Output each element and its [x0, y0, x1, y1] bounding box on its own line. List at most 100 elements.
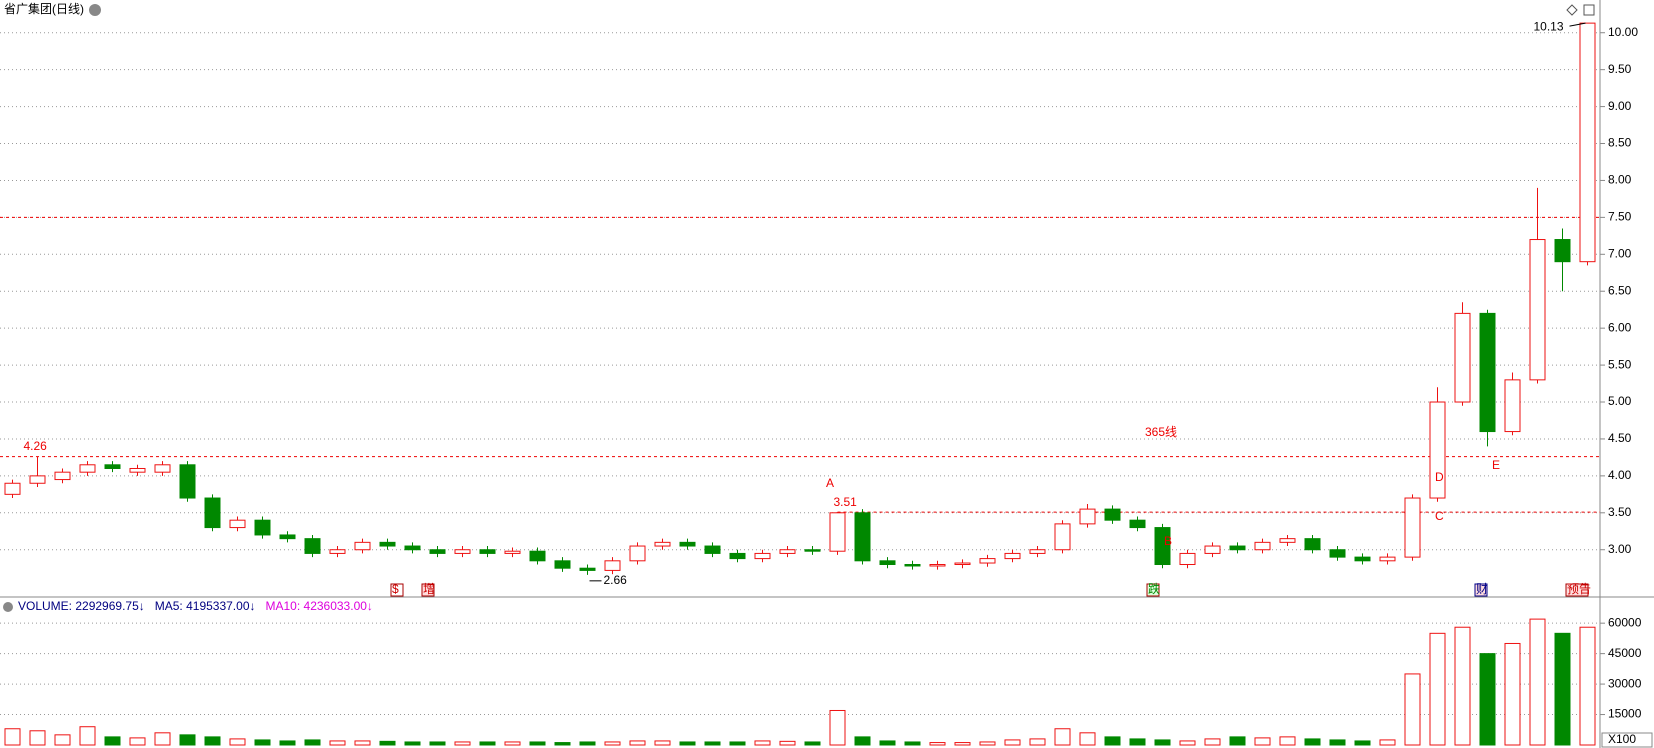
- event-marker-bg: [390, 583, 404, 597]
- volume-bar: [1029, 738, 1046, 746]
- candle-body: [354, 541, 371, 551]
- volume-bar: [854, 736, 871, 746]
- volume-bar: [79, 726, 96, 746]
- candle-body: [429, 549, 446, 554]
- window-icon[interactable]: [1583, 4, 1595, 16]
- annotation: B: [1164, 534, 1172, 548]
- y-tick-label: 4.50: [1608, 431, 1632, 445]
- volume-bar: [629, 740, 646, 746]
- candle-body: [529, 550, 546, 562]
- candle-body: [304, 538, 321, 554]
- volume-bar: [779, 740, 796, 746]
- menu-icon[interactable]: [89, 4, 101, 16]
- candle-body: [379, 541, 396, 547]
- volume-bar: [1379, 739, 1396, 746]
- volume-bar: [1229, 736, 1246, 746]
- candle-body: [1054, 523, 1071, 551]
- volume-bar: [454, 741, 471, 746]
- candle-body: [204, 497, 221, 529]
- volume-bar: [29, 730, 46, 746]
- price-label: 4.26: [24, 439, 48, 453]
- volume-bar: [479, 741, 496, 746]
- volume-bar: [729, 741, 746, 746]
- candle-body: [1204, 545, 1221, 554]
- candle-body: [1554, 239, 1571, 263]
- y-tick-label: 60000: [1608, 615, 1642, 629]
- y-tick-label: 9.50: [1608, 62, 1632, 76]
- candle-body: [504, 550, 521, 554]
- candle-body: [1454, 312, 1471, 403]
- volume-bar: [1179, 740, 1196, 746]
- volume-bar: [1429, 632, 1446, 746]
- volume-bar: [104, 736, 121, 746]
- volume-bar: [279, 740, 296, 746]
- candle-body: [629, 545, 646, 562]
- volume-bar: [604, 741, 621, 746]
- volume-bar: [179, 734, 196, 746]
- volume-bar: [929, 742, 946, 746]
- volume-bar: [254, 739, 271, 746]
- candle-body: [954, 562, 971, 566]
- volume-bar: [1579, 626, 1596, 746]
- candle-body: [154, 464, 171, 473]
- y-tick-label: 5.00: [1608, 394, 1632, 408]
- volume-bar: [1479, 653, 1496, 746]
- y-tick-label: 10.00: [1608, 25, 1638, 39]
- price-arrow: [1569, 22, 1586, 27]
- candle-body: [554, 560, 571, 569]
- candle-body: [1279, 538, 1296, 543]
- volume-unit: X100: [1608, 732, 1636, 746]
- candle-body: [279, 534, 296, 540]
- candle-body: [1229, 545, 1246, 551]
- candle-body: [754, 552, 771, 560]
- volume-bar: [429, 741, 446, 746]
- y-tick-label: 4.00: [1608, 468, 1632, 482]
- candle-body: [229, 519, 246, 529]
- candle-body: [454, 549, 471, 554]
- candle-body: [1029, 549, 1046, 554]
- candle-body: [54, 471, 71, 481]
- volume-bar: [304, 739, 321, 746]
- chart-title: 省广集团(日线): [4, 1, 84, 16]
- volume-bar: [704, 741, 721, 746]
- price-label: 2.66: [604, 573, 628, 587]
- volume-bar: [54, 734, 71, 746]
- event-marker: $: [392, 582, 399, 596]
- candle-body: [829, 512, 846, 552]
- annotation: D: [1435, 470, 1444, 484]
- volume-bar: [329, 740, 346, 746]
- volume-bar: [654, 740, 671, 746]
- candle-body: [729, 552, 746, 560]
- candle-body: [879, 560, 896, 566]
- volume-bar: [879, 740, 896, 746]
- volume-bar: [404, 741, 421, 746]
- diamond-icon[interactable]: [1566, 4, 1578, 16]
- candle-body: [604, 560, 621, 571]
- volume-bar: [1054, 728, 1071, 746]
- event-marker-bg: [1474, 583, 1488, 597]
- volume-bar: [904, 741, 921, 746]
- candle-body: [1579, 22, 1596, 263]
- y-tick-label: 5.50: [1608, 357, 1632, 371]
- candle-body: [854, 512, 871, 562]
- y-tick-label: 3.50: [1608, 505, 1632, 519]
- menu-icon[interactable]: [3, 602, 13, 612]
- event-marker: 预告: [1567, 582, 1591, 596]
- y-tick-label: 45000: [1608, 646, 1642, 660]
- candle-body: [479, 549, 496, 554]
- volume-bar: [1254, 737, 1271, 746]
- volume-bar: [754, 740, 771, 746]
- volume-bar: [1204, 738, 1221, 746]
- volume-bar: [579, 741, 596, 746]
- volume-bar: [1079, 732, 1096, 746]
- y-tick-label: 30000: [1608, 676, 1642, 690]
- annotation: C: [1435, 509, 1444, 523]
- candle-body: [929, 564, 946, 567]
- y-tick-label: 3.00: [1608, 542, 1632, 556]
- candle-body: [1379, 556, 1396, 562]
- volume-bar: [829, 709, 846, 746]
- y-tick-label: 8.00: [1608, 173, 1632, 187]
- candle-body: [1154, 527, 1171, 566]
- annotation: E: [1492, 458, 1500, 472]
